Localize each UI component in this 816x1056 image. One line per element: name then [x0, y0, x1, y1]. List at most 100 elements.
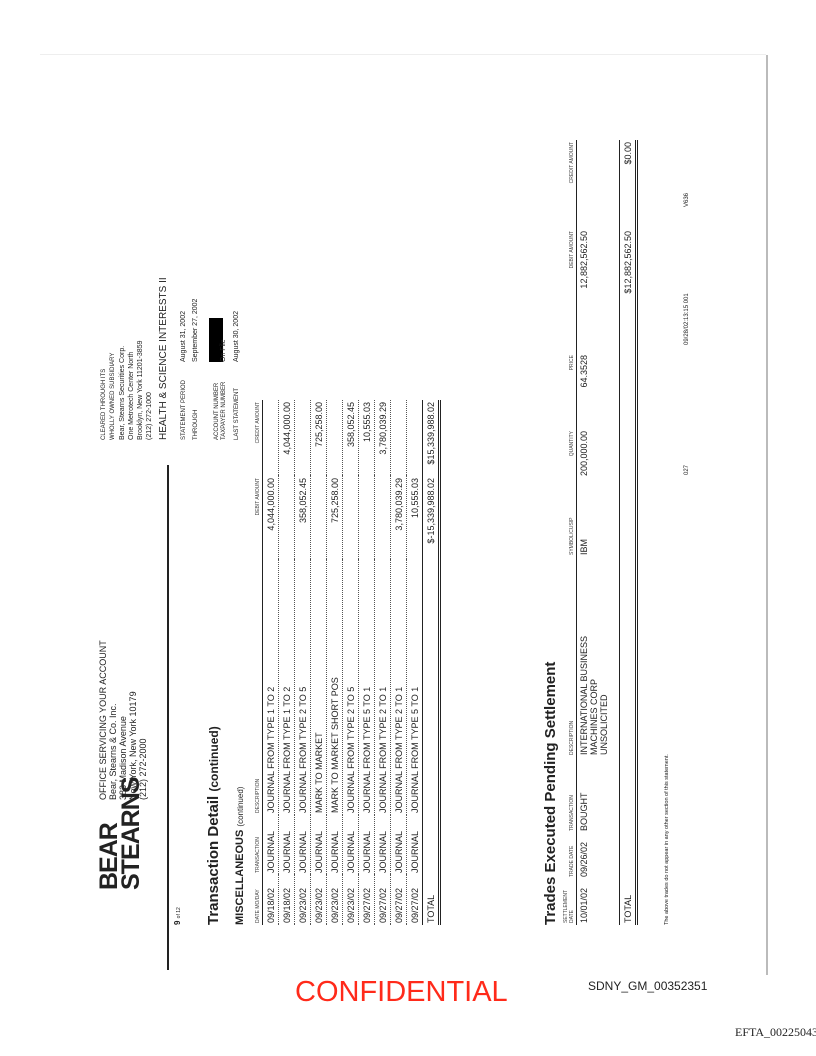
confidential-stamp: CONFIDENTIAL — [295, 976, 508, 1008]
through-value: September 27, 2002 — [192, 298, 199, 362]
transaction: BOUGHT — [576, 757, 610, 833]
miscellaneous-table: DATE MO/DAY TRANSACTION DESCRIPTION DEBI… — [255, 400, 441, 925]
cell-debit: 10,555.03 — [406, 476, 423, 560]
cell-transaction: JOURNAL — [278, 815, 295, 875]
cell-debit — [278, 476, 295, 560]
cell-credit — [406, 400, 423, 476]
cell-debit: 358,052.45 — [294, 476, 311, 560]
table-row: 09/23/02 JOURNAL MARK TO MARKET SHORT POS 7… — [326, 400, 343, 925]
total-debit: $-15,339,988.02 — [422, 476, 440, 560]
cell-debit — [358, 476, 375, 560]
cell-transaction: JOURNAL — [390, 815, 407, 875]
taxpayer-value: On File — [220, 339, 227, 362]
office-line: 383 Madison Avenue — [118, 716, 128, 800]
cell-description: JOURNAL FROM TYPE 2 TO 5 — [342, 560, 359, 815]
statement-fields: STATEMENT PERIOD August 31, 2002 THROUGH S… — [180, 299, 240, 440]
cell-debit: 725,258.00 — [326, 476, 343, 560]
col-credit: CREDIT AMOUNT — [569, 142, 575, 184]
cell-credit — [294, 400, 311, 476]
col-transaction: TRANSACTION — [569, 795, 575, 831]
trades-pending-table: SETTLEMENT DATE TRADE DATE TRANSACTION D… — [563, 140, 638, 925]
office-line: (212) 272-2000 — [138, 738, 148, 800]
col-credit: CREDIT AMOUNT — [255, 402, 261, 444]
total-row: TOTAL $-15,339,988.02 $15,339,988.02 — [422, 400, 440, 925]
cell-transaction: JOURNAL — [342, 815, 359, 875]
cell-description: JOURNAL FROM TYPE 1 TO 2 — [278, 560, 295, 815]
clearing-block: CLEARED THROUGH ITS WHOLLY OWNED SUBSIDI… — [100, 277, 169, 440]
col-trade-date: TRADE DATE — [569, 845, 575, 877]
clearing-line: One Metrotech Center North — [128, 351, 135, 440]
page-current: 9 — [173, 920, 182, 925]
cell-credit — [262, 400, 279, 476]
footer-code: V636 — [684, 192, 690, 207]
cell-transaction: JOURNAL — [326, 815, 343, 875]
cell-date: 09/18/02 — [278, 875, 295, 925]
col-description: DESCRIPTION — [255, 778, 261, 813]
quantity: 200,000.00 — [576, 429, 610, 493]
cell-description: JOURNAL FROM TYPE 2 TO 1 — [374, 560, 391, 815]
cell-credit: 3,780,039.29 — [374, 400, 391, 476]
cell-date: 09/23/02 — [310, 875, 327, 925]
cell-description: JOURNAL FROM TYPE 2 TO 5 — [294, 560, 311, 815]
clearing-line: CLEARED THROUGH ITS — [101, 368, 107, 440]
bates-number: SDNY_GM_00352351 — [588, 979, 708, 993]
miscellaneous-heading: MISCELLANEOUS (continued) — [234, 787, 246, 925]
description: INTERNATIONAL BUSINESS MACHINES CORP UNS… — [576, 557, 610, 757]
debit: 12,882,562.50 — [576, 229, 610, 353]
trade-row: 10/01/02 09/26/02 BOUGHT INTERNATIONAL B… — [576, 140, 610, 925]
cell-transaction: JOURNAL — [294, 815, 311, 875]
cell-description: MARK TO MARKET — [310, 560, 327, 815]
footer-timestamp: 09/28/02:13:15 001 — [684, 293, 690, 345]
clearing-line: Bear, Stearns Securities Corp. — [119, 345, 126, 440]
settlement-date: 10/01/02 — [576, 879, 610, 925]
cell-credit — [326, 400, 343, 476]
cell-debit: 4,044,000.00 — [262, 476, 279, 560]
col-quantity: QUANTITY — [569, 431, 575, 457]
cell-credit: 10,555.03 — [358, 400, 375, 476]
cell-transaction: JOURNAL — [358, 815, 375, 875]
title-suffix: (continued) — [207, 726, 221, 792]
trades-pending-title: Trades Executed Pending Settlement — [542, 661, 559, 925]
cell-date: 09/27/02 — [406, 875, 423, 925]
trades-total-row: TOTAL $12,882,562.50 $0.00 — [619, 140, 637, 925]
office-line: OFFICE SERVICING YOUR ACCOUNT — [98, 640, 108, 800]
title-text: Transaction Detail — [205, 795, 222, 925]
page-number: 9 of 12 — [173, 907, 182, 925]
price: 64.3528 — [576, 353, 610, 429]
col-transaction: TRANSACTION — [255, 837, 261, 873]
cell-transaction: JOURNAL — [310, 815, 327, 875]
cell-debit — [374, 476, 391, 560]
symbol: IBM — [576, 493, 610, 557]
cell-date: 09/23/02 — [326, 875, 343, 925]
cell-date: 09/23/02 — [294, 875, 311, 925]
cell-description: JOURNAL FROM TYPE 5 TO 1 — [406, 560, 423, 815]
col-symbol: SYMBOL/CUSIP — [569, 517, 575, 555]
last-statement-value: August 30, 2002 — [233, 311, 240, 362]
col-date: DATE MO/DAY — [255, 889, 261, 923]
account-name: HEALTH & SCIENCE INTERESTS II — [158, 277, 169, 440]
cell-credit: 725,258.00 — [310, 400, 327, 476]
efta-number: EFTA_00225043 — [735, 1025, 816, 1039]
description-line: INTERNATIONAL BUSINESS — [579, 635, 589, 755]
office-line: New York, New York 10179 — [128, 691, 138, 800]
cell-transaction: JOURNAL — [262, 815, 279, 875]
statement-period-value: August 31, 2002 — [180, 311, 187, 362]
office-line: Bear, Stearns & Co. Inc. — [108, 703, 118, 800]
credit — [576, 140, 610, 229]
field-label: TAXPAYER NUMBER — [221, 381, 227, 440]
scan-edge-right — [766, 55, 768, 975]
cell-debit — [342, 476, 359, 560]
field-label: ACCOUNT NUMBER — [213, 382, 220, 440]
cell-description: JOURNAL FROM TYPE 5 TO 1 — [358, 560, 375, 815]
cell-date: 09/23/02 — [342, 875, 359, 925]
clearing-line: (212) 272-1000 — [146, 392, 153, 440]
cell-transaction: JOURNAL — [374, 815, 391, 875]
